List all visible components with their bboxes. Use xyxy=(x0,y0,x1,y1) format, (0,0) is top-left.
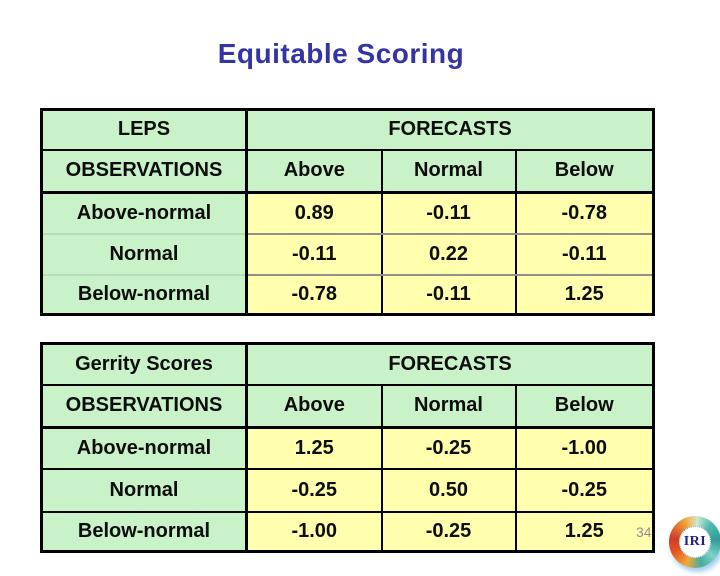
score-cell: 0.89 xyxy=(245,191,383,235)
score-cell: -0.25 xyxy=(514,467,655,513)
row-label: Above-normal xyxy=(40,426,248,470)
score-cell: 0.50 xyxy=(380,467,517,513)
table-row: Normal -0.25 0.50 -0.25 xyxy=(40,467,655,513)
score-cell: -1.00 xyxy=(245,510,383,553)
table-row: Below-normal -1.00 -0.25 1.25 xyxy=(40,510,655,553)
leps-table-container: LEPS FORECASTS OBSERVATIONS Above Normal… xyxy=(40,108,655,316)
forecasts-header: FORECASTS xyxy=(245,342,655,386)
score-cell: 1.25 xyxy=(514,510,655,553)
page-number: 34 xyxy=(636,524,652,540)
iri-logo-text: IRI xyxy=(683,534,707,549)
row-label: Below-normal xyxy=(40,510,248,553)
column-header-below: Below xyxy=(514,383,655,429)
leps-table: LEPS FORECASTS OBSERVATIONS Above Normal… xyxy=(40,108,655,316)
score-cell: -0.11 xyxy=(380,191,517,235)
score-cell: -0.25 xyxy=(380,426,517,470)
iri-logo-center: IRI xyxy=(679,526,711,558)
row-label: Normal xyxy=(40,467,248,513)
row-label: Normal xyxy=(40,232,248,276)
score-cell: -0.25 xyxy=(245,467,383,513)
observations-header: OBSERVATIONS xyxy=(40,383,248,429)
iri-logo: IRI xyxy=(669,516,720,568)
table-row: OBSERVATIONS Above Normal Below xyxy=(40,383,655,429)
score-cell: -0.11 xyxy=(380,273,517,316)
table-row: Above-normal 0.89 -0.11 -0.78 xyxy=(40,191,655,235)
observations-header: OBSERVATIONS xyxy=(40,148,248,194)
table-row: Gerrity Scores FORECASTS xyxy=(40,342,655,386)
forecasts-header: FORECASTS xyxy=(245,108,655,151)
score-cell: -0.78 xyxy=(514,191,655,235)
row-label: Above-normal xyxy=(40,191,248,235)
column-header-below: Below xyxy=(514,148,655,194)
score-cell: -0.11 xyxy=(514,232,655,276)
slide-title: Equitable Scoring xyxy=(217,38,465,69)
table-corner-label: LEPS xyxy=(40,108,248,151)
score-cell: -0.11 xyxy=(245,232,383,276)
row-label: Below-normal xyxy=(40,273,248,316)
score-cell: 1.25 xyxy=(514,273,655,316)
table-row: LEPS FORECASTS xyxy=(40,108,655,151)
score-cell: -1.00 xyxy=(514,426,655,470)
table-row: Below-normal -0.78 -0.11 1.25 xyxy=(40,273,655,316)
table-row: Normal -0.11 0.22 -0.11 xyxy=(40,232,655,276)
gerrity-table-container: Gerrity Scores FORECASTS OBSERVATIONS Ab… xyxy=(40,342,655,553)
table-row: Above-normal 1.25 -0.25 -1.00 xyxy=(40,426,655,470)
gerrity-table: Gerrity Scores FORECASTS OBSERVATIONS Ab… xyxy=(40,342,655,553)
score-cell: -0.25 xyxy=(380,510,517,553)
score-cell: 1.25 xyxy=(245,426,383,470)
table-corner-label: Gerrity Scores xyxy=(40,342,248,386)
score-cell: -0.78 xyxy=(245,273,383,316)
table-row: OBSERVATIONS Above Normal Below xyxy=(40,148,655,194)
score-cell: 0.22 xyxy=(380,232,517,276)
column-header-normal: Normal xyxy=(380,383,517,429)
column-header-above: Above xyxy=(245,383,383,429)
column-header-above: Above xyxy=(245,148,383,194)
column-header-normal: Normal xyxy=(380,148,517,194)
